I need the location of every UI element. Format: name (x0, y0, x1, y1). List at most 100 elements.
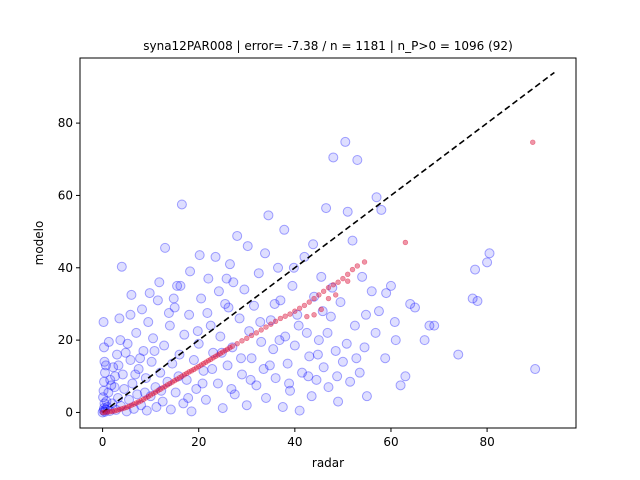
observed-point (332, 371, 343, 382)
quantile-point (345, 278, 351, 284)
observed-point (321, 203, 332, 214)
x-tick-label: 0 (99, 435, 107, 449)
observed-point (354, 367, 365, 378)
observed-point (373, 306, 384, 317)
observed-point (205, 320, 216, 331)
x-tick-label: 60 (383, 435, 398, 449)
observed-point (263, 210, 274, 221)
observed-point (289, 340, 300, 351)
observed-point (221, 273, 232, 284)
quantile-point (335, 279, 341, 285)
quantile-point (258, 327, 264, 333)
observed-point (184, 309, 195, 320)
observed-point (179, 329, 190, 340)
quantile-point (332, 292, 339, 298)
observed-point (176, 199, 187, 210)
quantile-point (304, 313, 310, 320)
observed-point (530, 364, 541, 375)
quantile-point (287, 311, 293, 317)
observed-point (99, 376, 110, 387)
observed-point (99, 356, 110, 367)
observed-point (107, 398, 118, 409)
quantile-point (229, 343, 236, 349)
observed-point (119, 383, 130, 394)
observed-point (116, 261, 127, 272)
observed-point (183, 392, 194, 403)
observed-point (146, 356, 157, 367)
quantile-point (311, 295, 317, 302)
observed-point (268, 344, 279, 355)
observed-point (371, 192, 382, 203)
observed-point (390, 335, 401, 346)
observed-point (210, 251, 221, 262)
observed-point (137, 304, 147, 315)
observed-point (127, 378, 138, 389)
observed-point (112, 349, 123, 360)
observed-point (260, 248, 271, 259)
observed-point (360, 309, 371, 320)
observed-point (228, 277, 239, 288)
quantile-point (282, 313, 288, 319)
observed-point (138, 345, 149, 356)
observed-point (98, 392, 109, 403)
observed-point (248, 300, 259, 311)
observed-point (424, 320, 435, 331)
observed-point (105, 374, 116, 385)
observed-point (126, 289, 137, 300)
observed-point (99, 342, 110, 353)
observed-point (312, 349, 323, 360)
quantile-point (268, 321, 274, 327)
observed-point (352, 154, 363, 165)
observed-point (202, 307, 213, 318)
observed-point (361, 391, 372, 402)
observed-point (203, 273, 214, 284)
quantile-point (325, 295, 332, 302)
quantile-point (349, 266, 356, 273)
quantile-point (345, 271, 351, 277)
x-axis: 0 20 40 60 80 (99, 428, 495, 449)
observed-point (125, 355, 136, 366)
observed-point (131, 327, 142, 338)
observed-point (484, 248, 495, 259)
observed-point (472, 296, 483, 307)
observed-point (303, 371, 314, 382)
observed-point (245, 374, 256, 385)
observed-point (482, 257, 493, 268)
y-axis-label: modelo (32, 221, 46, 266)
observed-point (322, 327, 333, 338)
observed-point (109, 382, 120, 393)
plot-area (97, 71, 555, 418)
observed-point (389, 317, 400, 328)
observed-point (467, 293, 478, 304)
observed-point (207, 364, 218, 375)
observed-point (400, 371, 411, 382)
observed-point (381, 288, 392, 299)
observed-point (154, 277, 165, 288)
observed-point (101, 396, 112, 407)
observed-point (351, 353, 362, 364)
observed-point (470, 264, 481, 275)
observed-point (223, 302, 234, 313)
observed-point (261, 392, 271, 403)
quantile-point (239, 338, 245, 344)
observed-point (125, 309, 136, 320)
observed-point (229, 389, 240, 400)
quantile-point (530, 139, 536, 145)
observed-point (340, 136, 351, 147)
y-tick-label: 0 (65, 405, 73, 419)
observed-point (327, 282, 338, 293)
observed-point (297, 367, 308, 378)
quantile-point (263, 324, 269, 330)
observed-point (99, 398, 110, 409)
observed-point (395, 380, 406, 391)
observed-point (222, 360, 233, 371)
observed-point (186, 406, 197, 417)
x-tick-label: 40 (287, 435, 302, 449)
observed-point (294, 405, 305, 416)
quantile-point (306, 299, 312, 305)
observed-point (284, 378, 295, 389)
observed-point (106, 380, 117, 391)
observed-point (194, 250, 205, 261)
quantile-point (340, 275, 346, 282)
observed-point (114, 313, 125, 324)
